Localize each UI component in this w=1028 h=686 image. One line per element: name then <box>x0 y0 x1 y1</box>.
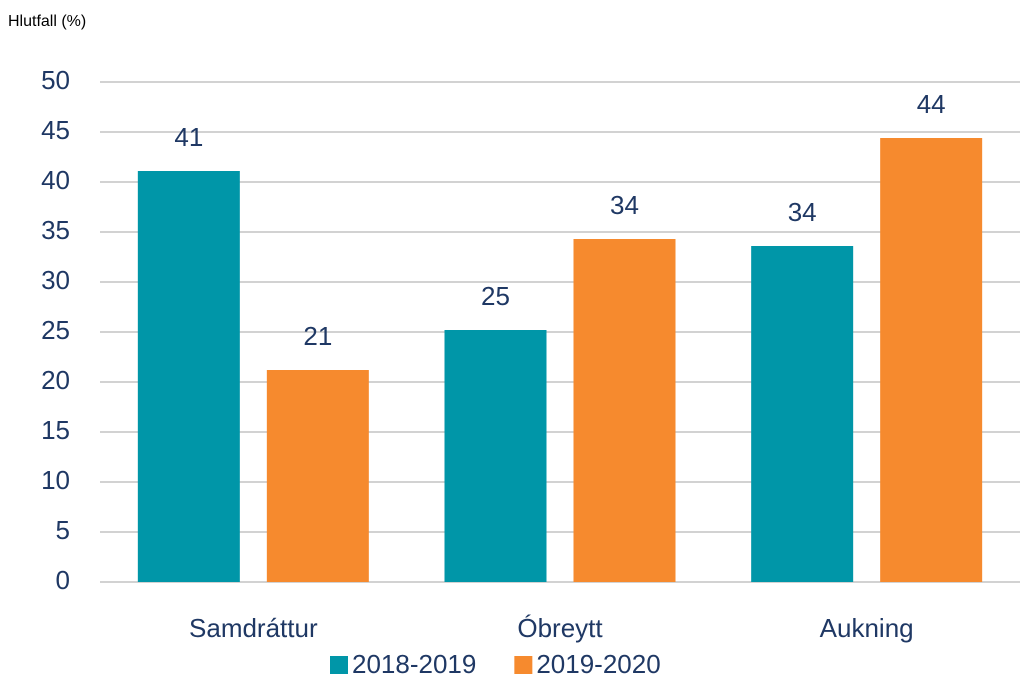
y-tick-label: 45 <box>41 115 70 145</box>
y-tick-label: 20 <box>41 365 70 395</box>
y-axis-label: Hlutfall (%) <box>8 13 86 30</box>
bar <box>444 330 547 582</box>
value-label: 41 <box>174 122 203 152</box>
bar <box>751 246 854 582</box>
bar <box>137 171 240 582</box>
value-label: 44 <box>917 89 946 119</box>
x-tick-label: Aukning <box>820 613 914 643</box>
legend-swatch <box>330 656 348 674</box>
value-label: 34 <box>788 197 817 227</box>
y-tick-label: 10 <box>41 465 70 495</box>
y-tick-label: 25 <box>41 315 70 345</box>
legend-label: 2019-2020 <box>536 649 660 679</box>
bar <box>266 370 369 582</box>
x-tick-label: Óbreytt <box>517 613 603 643</box>
value-label: 25 <box>481 281 510 311</box>
legend-swatch <box>514 656 533 674</box>
x-tick-label: Samdráttur <box>189 613 318 643</box>
value-label: 21 <box>303 321 332 351</box>
bar <box>573 239 676 582</box>
y-tick-label: 15 <box>41 415 70 445</box>
bar <box>880 138 983 582</box>
y-tick-label: 50 <box>41 65 70 95</box>
y-tick-label: 0 <box>56 565 70 595</box>
y-tick-label: 5 <box>56 515 70 545</box>
y-tick-label: 30 <box>41 265 70 295</box>
value-label: 34 <box>610 190 639 220</box>
y-tick-label: 40 <box>41 165 70 195</box>
y-tick-label: 35 <box>41 215 70 245</box>
legend-label: 2018-2019 <box>352 649 476 679</box>
